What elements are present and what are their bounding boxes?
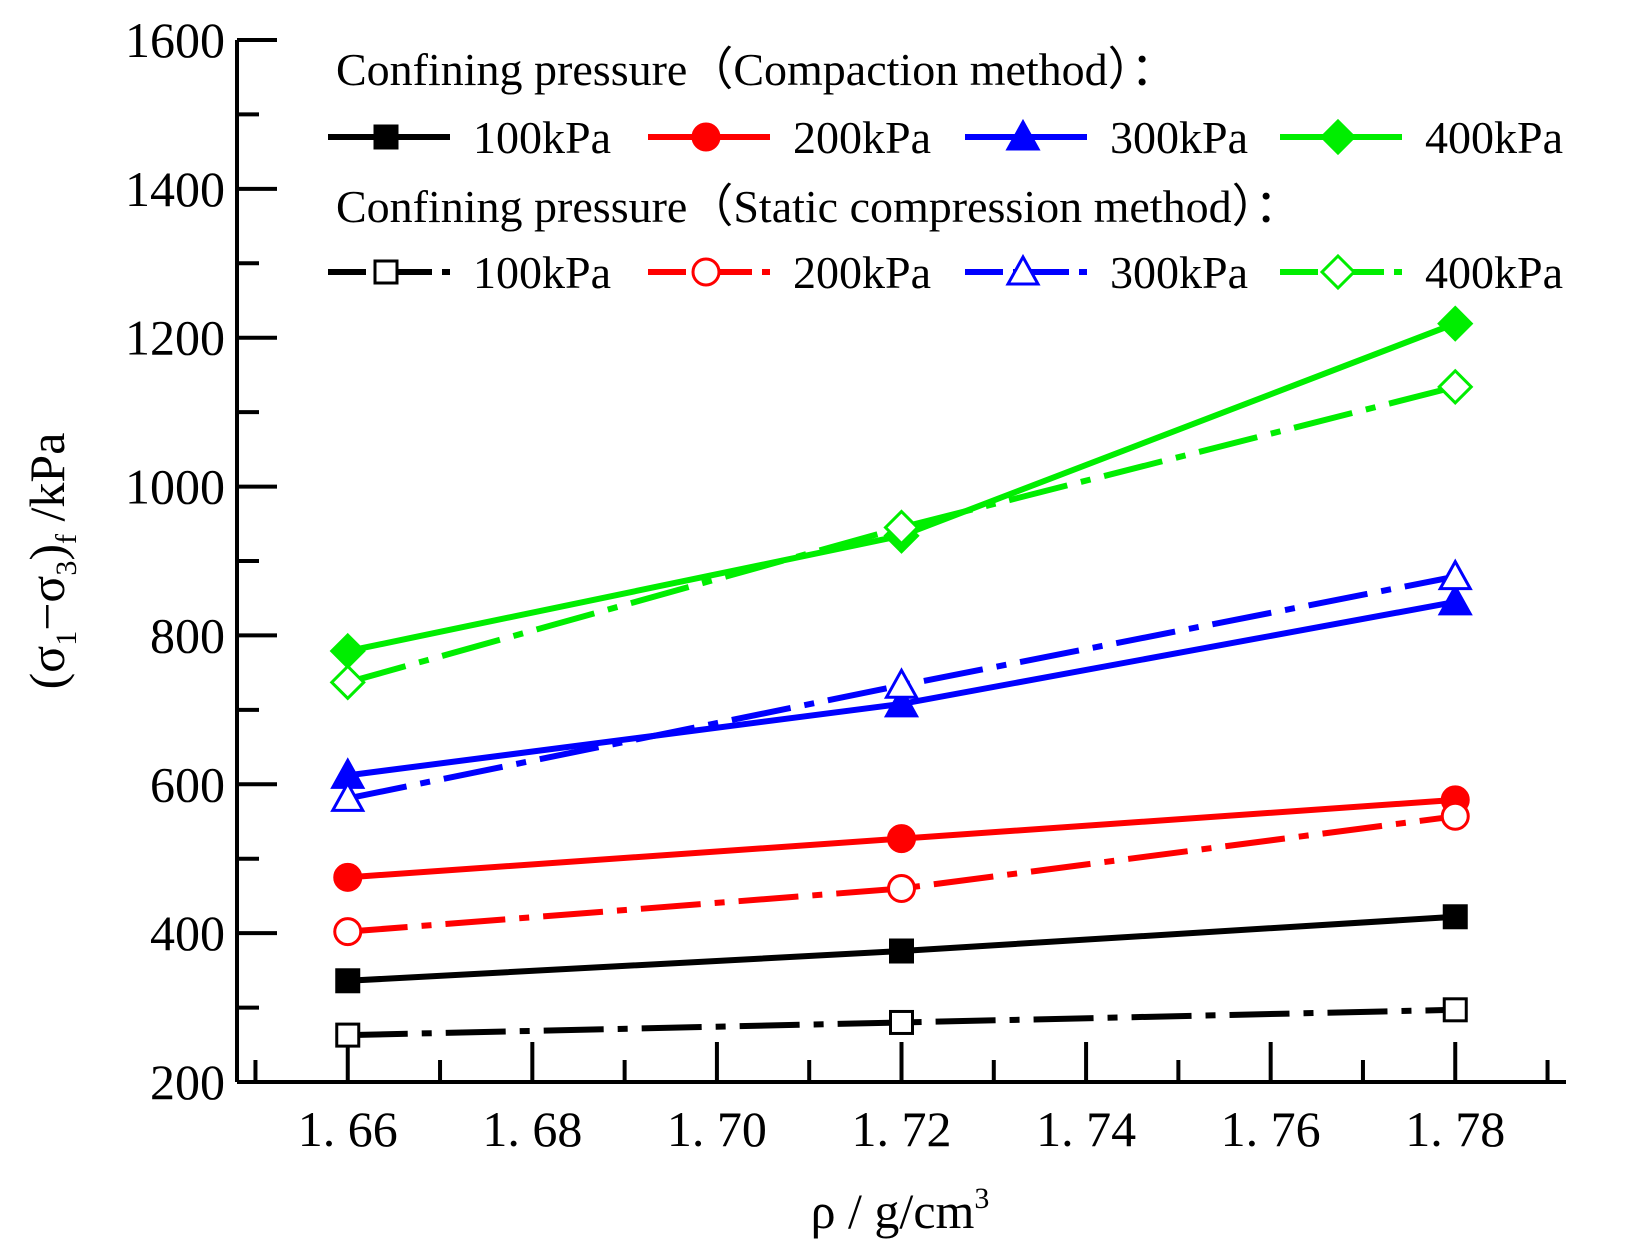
legend-marker [1319, 118, 1357, 156]
y-tick-label: 1200 [125, 310, 225, 366]
data-point [1440, 801, 1470, 831]
legend-label: 100kPa [473, 112, 611, 163]
data-point [329, 632, 366, 670]
legend-marker [373, 259, 399, 285]
legend-item-0: 100kPa [328, 112, 611, 163]
data-point [883, 509, 920, 546]
series-3 [329, 305, 1474, 670]
legend-marker [1319, 253, 1357, 291]
series-4 [335, 997, 1468, 1048]
series-0 [335, 904, 1468, 994]
x-tick-label: 1. 68 [482, 1101, 582, 1157]
y-axis-title: (σ1−σ3)f /kPa [19, 433, 83, 690]
x-axis-title: ρ / g/cm3 [811, 1182, 990, 1239]
data-point [889, 1009, 914, 1035]
legend-heading-static: Confining pressure（Static compression me… [336, 181, 1301, 232]
legend-label: 400kPa [1425, 112, 1563, 163]
legend-marker [691, 122, 721, 152]
data-point [889, 938, 914, 964]
legend-item-1: 200kPa [648, 112, 931, 163]
data-point [887, 824, 916, 854]
x-tick-label: 1. 74 [1036, 1101, 1136, 1157]
legend-items: 100kPa 200kPa 300kPa 400kPa 100kPa 200kPa 300k… [328, 112, 1563, 298]
series-7 [329, 368, 1474, 701]
data-point [883, 667, 920, 699]
y-tick-label: 800 [150, 607, 225, 663]
data-point [329, 664, 366, 701]
series-line [347, 1006, 1456, 1039]
y-tick-label: 400 [150, 905, 225, 961]
legend-marker [373, 124, 399, 150]
series-5 [333, 801, 1470, 947]
data-point [1437, 558, 1473, 591]
x-tick-label: 1. 66 [298, 1101, 398, 1157]
x-tick-label: 1. 70 [667, 1101, 767, 1157]
legend-label: 400kPa [1425, 247, 1563, 298]
legend: Confining pressure（Compaction method）： C… [328, 44, 1563, 298]
data-point [887, 873, 916, 903]
data-point [1437, 583, 1473, 616]
data-point [1442, 904, 1468, 930]
data-point [333, 862, 363, 892]
y-tick-label: 200 [150, 1054, 225, 1110]
data-point [335, 1022, 361, 1048]
x-tick-label: 1. 72 [852, 1101, 952, 1157]
data-point [883, 685, 920, 718]
legend-item-2: 300kPa [965, 112, 1248, 163]
series-6 [330, 558, 1473, 812]
x-tick-label: 1. 76 [1221, 1101, 1321, 1157]
y-tick-label: 600 [150, 756, 225, 812]
legend-marker [1005, 118, 1041, 151]
series-1 [333, 785, 1470, 892]
legend-item-6: 300kPa [965, 247, 1248, 298]
legend-item-7: 400kPa [1280, 247, 1563, 298]
series-layer [329, 305, 1474, 1048]
y-tick-label: 1600 [125, 12, 225, 68]
legend-label: 300kPa [1110, 112, 1248, 163]
data-point [330, 780, 366, 812]
legend-item-5: 200kPa [648, 247, 931, 298]
data-point [333, 917, 363, 947]
data-point [1437, 368, 1474, 405]
y-tick-label: 1000 [125, 459, 225, 515]
legend-marker [1005, 253, 1041, 286]
x-tick-label: 1. 78 [1405, 1101, 1505, 1157]
y-ticks: 200 400 600 800 1000 1200 1400 1600 [125, 12, 277, 1110]
legend-item-3: 400kPa [1280, 112, 1563, 163]
data-point [1442, 997, 1468, 1023]
legend-marker [691, 257, 721, 287]
legend-label: 100kPa [473, 247, 611, 298]
legend-label: 300kPa [1110, 247, 1248, 298]
x-ticks: 1. 66 1. 68 1. 70 1. 72 1. 74 1. 76 1. 78 [253, 1042, 1550, 1157]
legend-item-4: 100kPa [328, 247, 611, 298]
legend-label: 200kPa [793, 112, 931, 163]
data-point [1437, 305, 1474, 342]
legend-label: 200kPa [793, 247, 931, 298]
series-line [347, 320, 1457, 654]
data-point [335, 968, 361, 994]
series-line [347, 813, 1456, 935]
legend-heading-compaction: Confining pressure（Compaction method）： [336, 44, 1177, 95]
x-axis-title-superscript: 3 [974, 1182, 989, 1215]
y-tick-label: 1400 [125, 161, 225, 217]
